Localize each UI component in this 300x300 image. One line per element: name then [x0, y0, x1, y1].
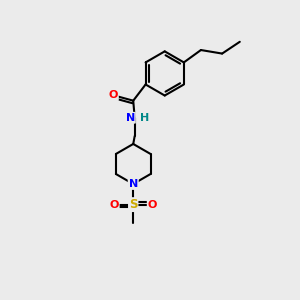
Text: O: O: [109, 90, 118, 100]
Text: O: O: [148, 200, 157, 210]
Text: S: S: [129, 198, 137, 211]
Text: H: H: [140, 113, 149, 123]
Text: N: N: [126, 113, 135, 123]
Text: N: N: [129, 179, 138, 189]
Text: O: O: [110, 200, 119, 210]
